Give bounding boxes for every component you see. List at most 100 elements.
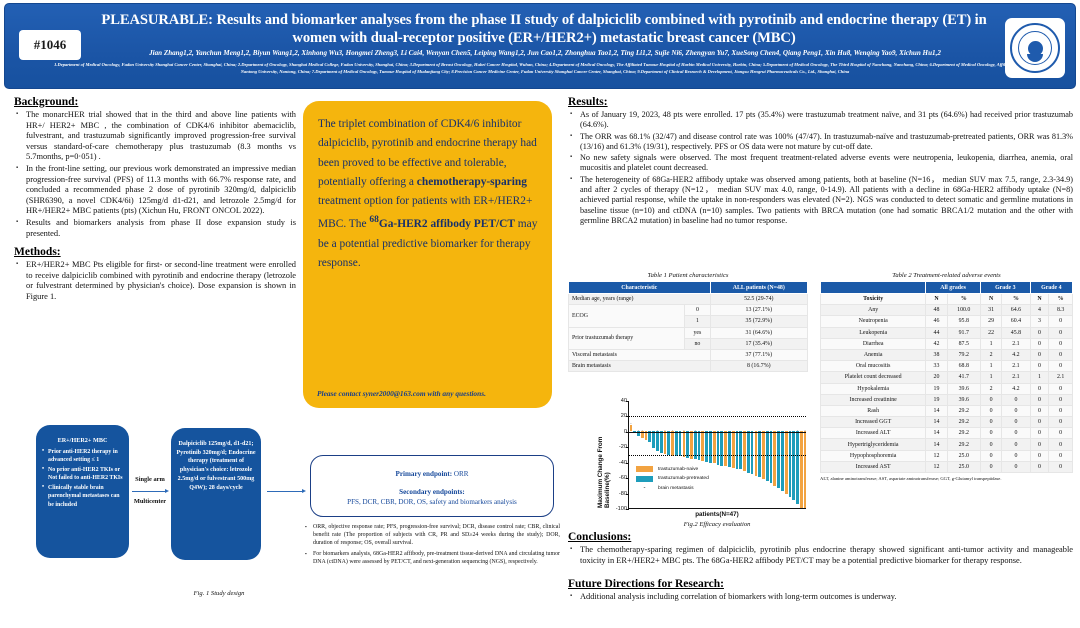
background-heading: Background: xyxy=(14,96,79,108)
cell-value: 8 (16.7%) xyxy=(709,360,809,373)
cell-value: 42 xyxy=(925,337,948,350)
figure-1-caption: Fig. 1 Study design xyxy=(193,590,245,597)
cell-value: 37 (77.1%) xyxy=(709,348,809,362)
right-column: Results: As of January 19, 2023, 48 pts … xyxy=(568,96,1073,227)
cell-toxicity: Anemia xyxy=(819,348,927,362)
legend-item-pretreated: trastuzumab-pretreated xyxy=(636,475,709,482)
chart-bar xyxy=(648,430,652,442)
cell-value: 0 xyxy=(1029,393,1050,406)
chart-bar xyxy=(799,430,803,508)
chart-bar xyxy=(788,430,792,498)
chart-bar xyxy=(705,430,708,462)
cell-value: 45.8 xyxy=(1001,326,1031,339)
chart-bar xyxy=(777,430,780,488)
key-message-callout: The triplet combination of CDK4/6 inhibi… xyxy=(303,101,552,408)
background-section: Background: The monarcHER trial showed t… xyxy=(14,96,296,239)
chart-brain-metastasis-marker: - xyxy=(796,426,799,432)
chart-y-tick-mark xyxy=(626,478,629,480)
table-group-header-row: All grades Grade 3 Grade 4 xyxy=(819,281,1074,294)
logo-inner-ring-icon xyxy=(1018,31,1052,65)
col-group-header: Grade 4 xyxy=(1029,281,1074,294)
table-sub-header-row: Toxicity N% N% N% xyxy=(819,292,1073,306)
legend-dash-icon: - xyxy=(643,485,646,491)
cell-value: 0 xyxy=(1048,416,1073,429)
table-row: Visceral metastasis 37 (77.1%) xyxy=(568,348,809,362)
chart-bar xyxy=(781,430,784,492)
callout-seg-4: 68Ga-HER2 affibody PET/CT xyxy=(369,215,515,231)
chart-bar xyxy=(678,430,682,457)
list-item: The monarcHER trial showed that in the t… xyxy=(14,109,296,163)
list-item: Prior anti-HER2 therapy in advanced sett… xyxy=(42,447,125,464)
list-item: The chemotherapy-sparing regimen of dalp… xyxy=(568,544,1073,566)
cell-value: 14 xyxy=(925,438,948,451)
chart-bar xyxy=(640,430,644,438)
chart-brain-metastasis-marker: - xyxy=(630,420,632,426)
chart-brain-metastasis-marker: - xyxy=(694,426,696,432)
cell-value: 2 xyxy=(979,348,1003,362)
col-sub-header: % xyxy=(946,292,981,306)
legend-label-pretreated: trastuzumab-pretreated xyxy=(658,476,709,481)
legend-item-naive: trastuzumab-naive xyxy=(636,466,709,472)
chart-plot-area: ---------- 40200-20-40-60-80-100 xyxy=(616,398,807,512)
chart-bar xyxy=(796,430,799,505)
treatment-regimen-text: Dalpiciclib 125mg/d, d1-d21; Pyrotinib 3… xyxy=(176,441,256,491)
chart-y-tick-mark xyxy=(626,447,629,449)
cell-value: 2.1 xyxy=(1001,360,1031,373)
cell-value: 68.8 xyxy=(946,360,981,373)
table-row: Anemia 38 79.2 2 4.2 0 0 xyxy=(819,348,1073,362)
cell-value: 0 xyxy=(1029,382,1050,395)
cell-value: 29.2 xyxy=(946,404,981,418)
cell-value: 0 xyxy=(1048,449,1073,462)
cell-value: 48 xyxy=(925,304,948,317)
cell-value: 0 xyxy=(1048,438,1073,451)
cell-value: 0 xyxy=(1001,393,1031,406)
cell-toxicity: Increased ALT xyxy=(819,427,927,440)
cell-value: 0 xyxy=(1048,348,1073,362)
cell-value: 0 xyxy=(1001,404,1031,418)
chart-brain-metastasis-marker: - xyxy=(637,426,640,432)
cell-value: 29.2 xyxy=(946,416,981,429)
cell-value: 0 xyxy=(1001,460,1031,474)
flow-arrow-line-1 xyxy=(132,491,166,492)
chart-bar xyxy=(803,430,807,508)
list-item: Additional analysis including correlatio… xyxy=(568,591,1073,603)
future-directions-heading: Future Directions for Research: xyxy=(568,578,724,590)
chart-bar xyxy=(629,425,633,431)
table-1-body: Median age, years (range) 52.5 (29-74) ECO… xyxy=(567,292,809,373)
callout-seg-2: chemotherapy-sparing xyxy=(416,175,527,188)
abstract-number-badge: #1046 xyxy=(19,30,81,60)
cell-toxicity: Neutropenia xyxy=(819,315,927,328)
col-sub-header: % xyxy=(1048,292,1073,306)
chart-bar xyxy=(697,430,701,461)
chart-legend: trastuzumab-naive trastuzumab-pretreated… xyxy=(636,466,709,495)
cell-value: 0 xyxy=(1029,460,1050,474)
results-heading: Results: xyxy=(568,96,608,108)
chart-bar xyxy=(712,430,716,464)
cell-value: 0 xyxy=(1048,360,1073,373)
chart-bar xyxy=(659,430,663,454)
chart-y-tick-mark xyxy=(626,509,629,510)
col-sub-header: N xyxy=(925,292,948,306)
cell-value: 60.4 xyxy=(1001,315,1031,328)
cell-value: 1 xyxy=(979,360,1003,373)
contact-note: Please contact syner2000@163.com with an… xyxy=(317,389,486,398)
cell-value: 14 xyxy=(925,416,948,429)
cell-sub: yes xyxy=(684,326,711,339)
institution-logo xyxy=(1005,18,1065,78)
figure-2-waterfall-chart: Maximum Change From Baseline(%) --------… xyxy=(597,398,815,542)
cell-value: 0 xyxy=(1029,360,1050,373)
eligibility-title: ER+/HER2+ MBC xyxy=(57,437,108,444)
cell-value: 25.0 xyxy=(946,449,981,462)
chart-y-tick-label: -40 xyxy=(618,459,627,466)
list-item: Clinically stable brain parenchymal meta… xyxy=(42,483,125,508)
results-bullets: As of January 19, 2023, 48 pts were enro… xyxy=(568,109,1073,226)
cell-value: 29.2 xyxy=(946,438,981,451)
cell-value: 38 xyxy=(925,348,948,362)
table-row: Rash 14 29.2 0 0 0 0 xyxy=(819,404,1073,418)
cell-value: 2.1 xyxy=(1048,371,1073,384)
chart-bar xyxy=(735,430,739,469)
col-sub-header: N xyxy=(1029,292,1050,306)
chart-bar xyxy=(769,430,773,484)
chart-bar xyxy=(731,430,735,468)
